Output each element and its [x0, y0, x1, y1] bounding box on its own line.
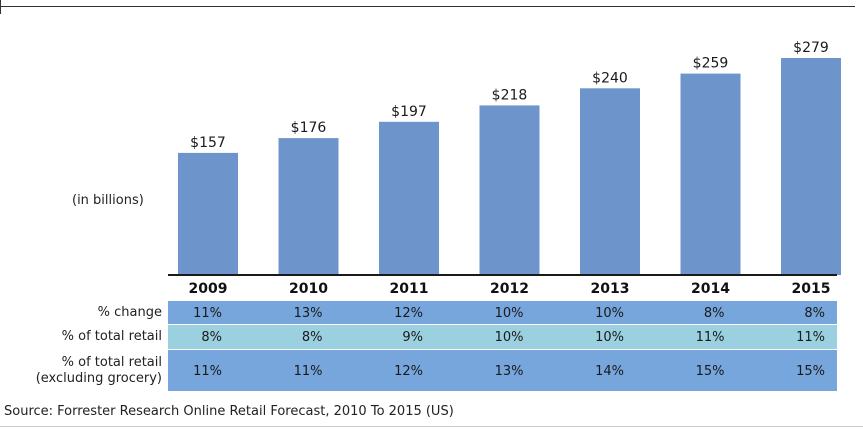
x-tick-label: 2011 — [390, 281, 429, 297]
y-axis-units-label: (in billions) — [72, 193, 144, 208]
bar-2014 — [680, 73, 741, 275]
bottom-rule — [0, 426, 863, 427]
x-tick-label: 2013 — [591, 281, 630, 297]
table-cell: 11% — [695, 330, 725, 345]
table-row-band — [168, 301, 837, 324]
bar-value-label: $240 — [592, 70, 628, 86]
table-row-label-line: % of total retail — [61, 329, 162, 344]
table-cell: 15% — [796, 363, 825, 379]
table-cell: 13% — [293, 305, 323, 321]
table-cell: 8% — [703, 305, 725, 321]
table-cell: 11% — [193, 363, 222, 379]
table-cell: 10% — [595, 330, 624, 345]
table-row-label-line: % of total retail — [61, 354, 162, 370]
bar-2009 — [178, 152, 238, 275]
x-tick-label: 2010 — [289, 281, 328, 297]
top-rule — [0, 6, 855, 7]
bar-value-label: $157 — [190, 135, 226, 151]
bar-chart: $157 2009 $176 2010 $197 2011 $218 2012 $240 2013… — [178, 40, 841, 297]
bar-value-label: $218 — [492, 87, 528, 103]
bar-value-label: $259 — [693, 56, 729, 72]
table-cell: 11% — [193, 305, 222, 321]
table-cell: 14% — [595, 363, 624, 379]
x-tick-label: 2015 — [792, 281, 831, 297]
bar-2010 — [278, 138, 339, 275]
bar-value-label: $197 — [391, 104, 427, 120]
source-note: Source: Forrester Research Online Retail… — [4, 404, 454, 419]
table-cell: 12% — [394, 305, 423, 321]
bar-2015 — [781, 58, 841, 275]
table-row-label: % of total retail (excluding grocery) — [36, 355, 162, 387]
bar-2011 — [379, 121, 439, 275]
table-cell: 13% — [494, 363, 524, 379]
bar-value-label: $176 — [291, 120, 327, 136]
x-tick-label: 2009 — [189, 281, 228, 297]
x-tick-label: 2012 — [490, 281, 529, 297]
table-row-label: % of total retail — [62, 329, 162, 345]
table-row-band — [168, 325, 837, 349]
table-cell: 8% — [804, 305, 825, 321]
frame-edge — [0, 0, 1, 14]
table-cell: 15% — [695, 363, 725, 379]
table-cell: 10% — [494, 305, 524, 321]
table-cell: 8% — [201, 330, 222, 345]
table-cell: 10% — [595, 305, 624, 321]
table-cell: 12% — [394, 363, 423, 379]
table-cell: 10% — [494, 330, 524, 345]
table-row-label-line: (excluding grocery) — [35, 370, 162, 386]
x-axis-line — [168, 274, 837, 276]
bar-2012 — [479, 105, 540, 276]
x-tick-label: 2014 — [691, 281, 730, 297]
table-cell: 8% — [301, 330, 323, 345]
table-row-label: % change — [98, 305, 162, 321]
table-cell: 9% — [402, 330, 423, 345]
bar-2013 — [580, 88, 640, 275]
table-cell: 11% — [796, 330, 825, 345]
table-cell: 11% — [293, 363, 323, 379]
table-row-label-line: % change — [97, 304, 162, 320]
bar-value-label: $279 — [793, 40, 829, 56]
table-row-band — [168, 350, 837, 391]
